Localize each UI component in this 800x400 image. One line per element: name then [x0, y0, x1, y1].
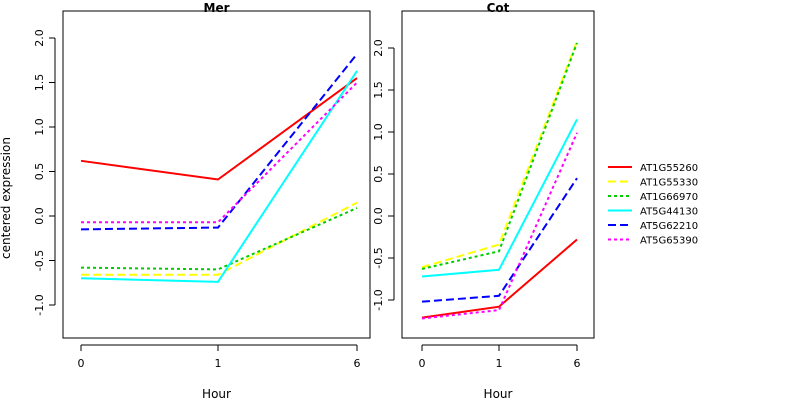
panel-title: Mer	[204, 1, 230, 15]
series-line-at5g44130	[421, 118, 578, 278]
legend-label: AT5G62210	[640, 221, 698, 232]
x-tick-label: 0	[419, 357, 426, 370]
y-tick-label: 2.0	[33, 29, 46, 47]
legend-label: AT5G44130	[640, 207, 698, 218]
legend-label: AT5G65390	[640, 236, 698, 247]
legend-label: AT1G66970	[640, 192, 698, 203]
x-tick-label: 0	[78, 357, 85, 370]
panel-mer: Mer -1.0 -0.5 0.0 0.5 1.0 1.5 2.0 0 1 6 Hour	[33, 1, 371, 400]
y-tick-label: 0.5	[33, 163, 46, 181]
y-tick-label: -0.5	[33, 250, 46, 271]
series-line-at1g55330	[421, 40, 578, 269]
y-tick-label: 0.0	[33, 207, 46, 225]
x-tick-label: 6	[574, 357, 581, 370]
x-tick-label: 1	[496, 357, 503, 370]
series-line-at5g65390	[81, 81, 358, 224]
y-tick-label: 1.5	[33, 74, 46, 92]
x-tick-label: 6	[354, 357, 361, 370]
y-tick-label: -0.5	[372, 247, 385, 268]
y-tick-label: 1.0	[372, 123, 385, 141]
y-tick-label: 1.0	[33, 118, 46, 136]
y-tick-label: 2.0	[372, 39, 385, 57]
panel-title: Cot	[487, 1, 510, 15]
y-tick-label: -1.0	[33, 294, 46, 315]
series-line-at1g66970	[421, 42, 578, 270]
y-tick-label: 0.0	[372, 207, 385, 225]
legend-label: AT1G55260	[640, 163, 698, 174]
x-axis-label: Hour	[484, 387, 513, 400]
series-line-at1g55260	[421, 238, 578, 319]
series-line-at5g62210	[421, 177, 578, 303]
series-line-at5g65390	[421, 132, 578, 320]
series-line-at5g62210	[80, 53, 358, 231]
x-axis-label: Hour	[202, 387, 231, 400]
x-tick-label: 1	[215, 357, 222, 370]
legend: AT1G55260 AT1G55330 AT1G66970 AT5G44130 AT5G…	[608, 163, 698, 247]
y-tick-label: 1.5	[372, 81, 385, 99]
y-tick-label: 0.5	[372, 165, 385, 183]
series-line-at1g55330	[81, 201, 358, 276]
series-line-at1g55260	[80, 77, 358, 181]
plot-frame	[401, 10, 595, 339]
legend-label: AT1G55330	[640, 178, 698, 189]
y-tick-label: -1.0	[372, 289, 385, 310]
panel-cot: Cot -1.0 -0.5 0.0 0.5 1.0 1.5 2.0 0 1 6 Hour	[372, 1, 595, 400]
series-line-at1g66970	[80, 207, 358, 271]
plot-frame	[62, 10, 371, 339]
series-line-at5g44130	[80, 70, 358, 283]
y-axis-label: centered expression	[0, 137, 13, 259]
